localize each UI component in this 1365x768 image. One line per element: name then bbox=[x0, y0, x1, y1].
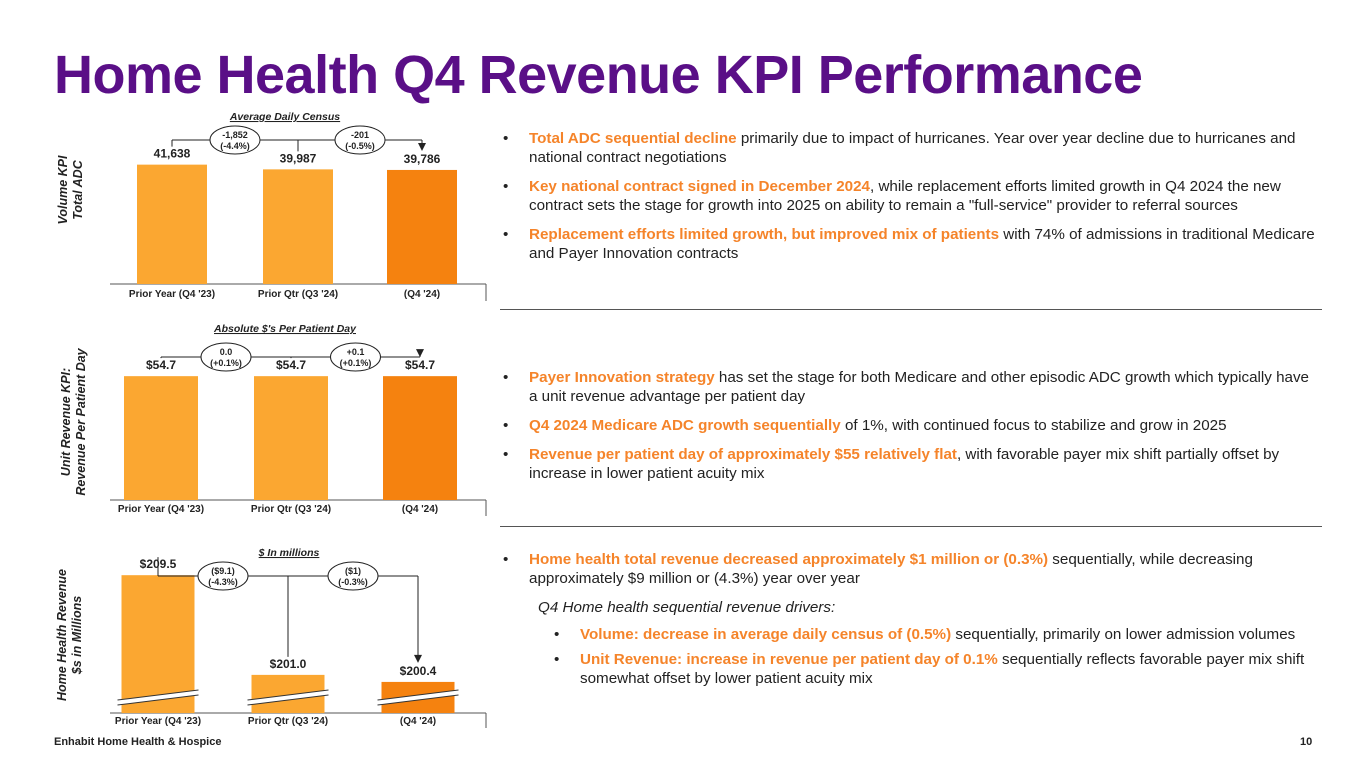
bullet-text: has set the stage for both Medicare and … bbox=[529, 369, 1310, 405]
bar-value-label: $201.0 bbox=[270, 657, 307, 671]
axis-break-line bbox=[377, 689, 459, 701]
axis-break-gap bbox=[247, 690, 329, 705]
category-label: Prior Year (Q4 '23) bbox=[129, 289, 215, 300]
volume-commentary: • Total ADC sequential decline primarily … bbox=[503, 129, 1318, 273]
change-percent-label: (-0.5%) bbox=[345, 141, 375, 151]
bullet-highlight: Unit Revenue: increase in revenue per pa… bbox=[580, 651, 998, 668]
change-oval bbox=[200, 342, 252, 372]
change-arrow-head bbox=[418, 142, 426, 151]
axis-break-line bbox=[377, 694, 459, 706]
change-percent-label: (-4.4%) bbox=[220, 141, 250, 151]
change-value-label: ($9.1) bbox=[211, 566, 235, 576]
bar bbox=[121, 575, 195, 713]
change-arrow-head bbox=[416, 349, 424, 358]
bullet-highlight: Total ADC sequential decline bbox=[529, 130, 737, 147]
page-number: 10 bbox=[1300, 736, 1313, 748]
axis-break-line bbox=[117, 689, 199, 701]
change-oval bbox=[330, 342, 381, 372]
bullet-item: • Replacement efforts limited growth, but… bbox=[503, 226, 1315, 262]
change-percent-label: (+0.1%) bbox=[210, 358, 242, 368]
change-value-label: +0.1 bbox=[347, 347, 365, 357]
footer-company: Enhabit Home Health & Hospice bbox=[54, 736, 222, 748]
bullet-highlight: Home health total revenue decreased appr… bbox=[529, 551, 1049, 568]
bullet-highlight: Volume: decrease in average daily census… bbox=[580, 626, 952, 643]
sub-bullet-item: • Unit Revenue: increase in revenue per p… bbox=[554, 651, 1305, 687]
category-label: (Q4 '24) bbox=[402, 504, 438, 515]
change-percent-label: (-0.3%) bbox=[338, 577, 368, 587]
axis-break-gap bbox=[117, 690, 199, 705]
change-oval bbox=[334, 125, 386, 155]
change-oval bbox=[209, 125, 261, 155]
axis-break-line bbox=[117, 694, 199, 706]
bar bbox=[254, 376, 328, 500]
bullet-item: • Home health total revenue decreased app… bbox=[503, 551, 1253, 587]
bullet-item: • Payer Innovation strategy has set the s… bbox=[503, 369, 1310, 405]
change-arrow-head bbox=[414, 654, 422, 663]
bullet-text: primarily due to impact of hurricanes. Y… bbox=[529, 130, 1296, 166]
category-label: Prior Year (Q4 '23) bbox=[118, 504, 204, 515]
bar bbox=[124, 376, 198, 500]
bar-value-label: $54.7 bbox=[146, 358, 176, 372]
change-value-label: -1,852 bbox=[222, 130, 248, 140]
change-value-label: 0.0 bbox=[220, 347, 233, 357]
bullet-text: with 74% of admissions in traditional Me… bbox=[529, 226, 1315, 262]
bar bbox=[263, 169, 333, 284]
sub-intro: Q4 Home health sequential revenue driver… bbox=[538, 599, 836, 616]
bar bbox=[387, 169, 457, 284]
bar-value-label: 39,987 bbox=[280, 151, 317, 165]
bullet-text: , with favorable payer mix shift partial… bbox=[529, 446, 1280, 482]
chart-title: $ In millions bbox=[258, 547, 320, 559]
bar bbox=[137, 164, 207, 284]
change-value-label: ($1) bbox=[345, 566, 361, 576]
unit-revenue-commentary: • Payer Innovation strategy has set the s… bbox=[503, 368, 1318, 493]
bullet-highlight: Replacement efforts limited growth, but … bbox=[529, 226, 1000, 243]
change-percent-label: (-4.3%) bbox=[208, 577, 238, 587]
bullet-item: • Q4 2024 Medicare ADC growth sequentiall… bbox=[503, 417, 1227, 434]
category-label: (Q4 '24) bbox=[404, 289, 440, 300]
bullet-highlight: Payer Innovation strategy bbox=[529, 369, 715, 386]
bar-value-label: $54.7 bbox=[276, 358, 306, 372]
bullet-item: • Total ADC sequential decline primarily … bbox=[503, 130, 1296, 166]
chart-title: Absolute $'s Per Patient Day bbox=[213, 323, 357, 335]
change-oval bbox=[327, 561, 379, 591]
bar-value-label: $200.4 bbox=[400, 664, 437, 678]
bullet-item: • Revenue per patient day of approximatel… bbox=[503, 446, 1280, 482]
category-label: Prior Qtr (Q3 '24) bbox=[251, 504, 331, 515]
page-title: Home Health Q4 Revenue KPI Performance bbox=[54, 45, 1143, 105]
section-divider bbox=[500, 309, 1322, 310]
bullet-text: , while replacement efforts limited grow… bbox=[529, 178, 1281, 214]
bullet-text: sequentially, primarily on lower admissi… bbox=[951, 626, 1296, 643]
axis-break-gap bbox=[377, 690, 459, 705]
category-label: (Q4 '24) bbox=[400, 716, 436, 727]
category-label: Prior Qtr (Q3 '24) bbox=[258, 289, 338, 300]
chart-title: Average Daily Census bbox=[229, 111, 340, 123]
bullet-text: of 1%, with continued focus to stabilize… bbox=[840, 417, 1227, 434]
bullet-highlight: Key national contract signed in December… bbox=[529, 178, 870, 195]
category-label: Prior Year (Q4 '23) bbox=[115, 716, 201, 727]
bar-value-label: $54.7 bbox=[405, 358, 435, 372]
bar bbox=[383, 376, 457, 500]
bullet-text: sequentially, while decreasing approxima… bbox=[529, 551, 1253, 587]
bar-value-label: 39,786 bbox=[404, 152, 441, 166]
change-value-label: -201 bbox=[351, 130, 369, 140]
bar-value-label: 41,638 bbox=[154, 147, 191, 161]
axis-break-line bbox=[247, 689, 329, 701]
category-label: Prior Qtr (Q3 '24) bbox=[248, 716, 328, 727]
bullet-text: sequentially reflects favorable payer mi… bbox=[580, 651, 1305, 687]
change-percent-label: (+0.1%) bbox=[340, 358, 372, 368]
bullet-item: • Key national contract signed in Decembe… bbox=[503, 178, 1281, 214]
revenue-commentary: • Home health total revenue decreased app… bbox=[503, 550, 1318, 694]
section-divider bbox=[500, 526, 1322, 527]
change-oval bbox=[197, 561, 249, 591]
bullet-highlight: Q4 2024 Medicare ADC growth sequentially bbox=[529, 417, 841, 434]
bullet-highlight: Revenue per patient day of approximately… bbox=[529, 446, 957, 463]
axis-break-line bbox=[247, 694, 329, 706]
sub-bullet-item: • Volume: decrease in average daily censu… bbox=[554, 626, 1296, 643]
